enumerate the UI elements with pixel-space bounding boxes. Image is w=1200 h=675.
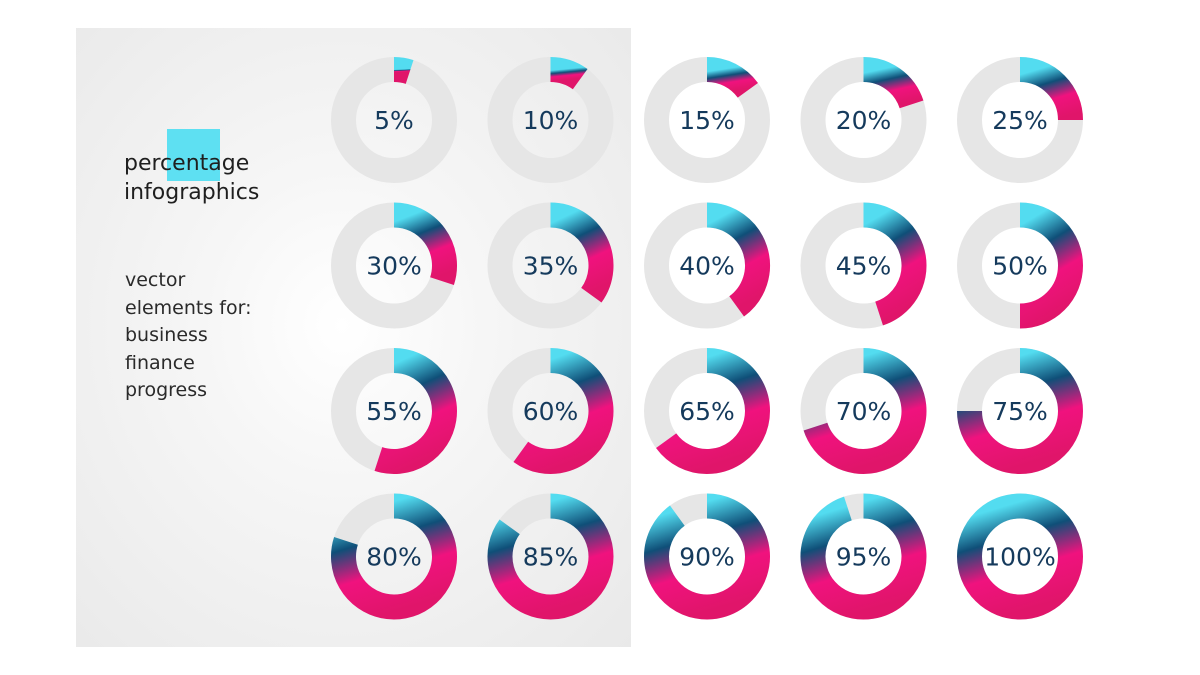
subtitle-line: vector xyxy=(125,269,186,291)
donut-value-arc xyxy=(800,493,927,620)
donut-30: 30% xyxy=(331,202,457,329)
accent-square xyxy=(167,129,220,181)
donut-label: 55% xyxy=(366,397,422,426)
donut-90: 90% xyxy=(644,493,770,620)
title-line: infographics xyxy=(124,180,260,205)
donut-label: 20% xyxy=(836,106,892,135)
subtitle-line: finance xyxy=(125,351,195,374)
donut-value-arc xyxy=(487,493,614,620)
donut-55: 55% xyxy=(331,348,457,474)
donut-value-arc xyxy=(644,493,770,620)
donut-20: 20% xyxy=(800,57,927,183)
donut-label: 45% xyxy=(836,252,892,281)
donut-label: 90% xyxy=(679,543,735,572)
donut-label: 95% xyxy=(836,543,892,572)
donut-label: 15% xyxy=(679,106,735,135)
donut-value-arc xyxy=(549,57,588,90)
subtitle-line: elements for: xyxy=(125,296,252,319)
donut-label: 40% xyxy=(679,252,735,281)
donut-35: 35% xyxy=(487,202,614,329)
donut-value-arc xyxy=(1019,202,1083,329)
donut-label: 85% xyxy=(523,543,579,572)
donut-25: 25% xyxy=(957,57,1083,183)
donut-label: 100% xyxy=(984,543,1055,572)
donut-5: 5% xyxy=(331,56,457,183)
donut-label: 75% xyxy=(992,397,1048,426)
donut-65: 65% xyxy=(644,348,770,474)
title: percentage infographics xyxy=(124,149,259,207)
donut-label: 70% xyxy=(836,397,892,426)
donut-label: 25% xyxy=(992,106,1048,135)
subtitle-line: progress xyxy=(125,379,208,401)
donut-15: 15% xyxy=(644,57,770,183)
donut-label: 10% xyxy=(523,106,579,135)
donut-value-arc xyxy=(393,56,414,84)
donut-85: 85% xyxy=(487,493,614,620)
donut-label: 50% xyxy=(992,252,1048,281)
donut-value-arc xyxy=(1019,57,1083,121)
donut-value-arc xyxy=(374,348,457,474)
donut-10: 10% xyxy=(487,57,614,183)
donut-value-arc xyxy=(513,348,614,474)
donut-value-arc xyxy=(706,202,770,317)
donut-value-arc xyxy=(656,348,770,474)
title-line: percentage xyxy=(124,151,250,176)
donut-label: 60% xyxy=(523,397,579,426)
donut-95: 95% xyxy=(800,493,927,620)
donut-value-arc xyxy=(549,202,614,303)
donut-value-arc xyxy=(957,348,1083,474)
donut-label: 30% xyxy=(366,252,422,281)
donut-value-arc xyxy=(393,202,457,285)
donut-label: 35% xyxy=(523,252,579,281)
donut-label: 80% xyxy=(366,543,422,572)
subtitle-line: business xyxy=(125,324,208,346)
donut-40: 40% xyxy=(644,202,770,329)
donut-value-arc xyxy=(957,493,1083,620)
donut-label: 5% xyxy=(374,106,414,135)
donut-label: 65% xyxy=(679,397,735,426)
donut-value-arc xyxy=(803,348,927,474)
donut-75: 75% xyxy=(957,348,1083,474)
donut-70: 70% xyxy=(800,348,927,474)
donut-60: 60% xyxy=(487,348,614,474)
donut-value-arc xyxy=(862,57,924,109)
donut-value-arc xyxy=(862,202,927,326)
subtitle: vector elements for: business finance pr… xyxy=(125,267,251,405)
donut-value-arc xyxy=(331,493,457,620)
donut-80: 80% xyxy=(331,493,457,620)
donut-45: 45% xyxy=(800,202,927,329)
donut-value-arc xyxy=(706,57,758,99)
donut-100: 100% xyxy=(957,493,1083,620)
donut-50: 50% xyxy=(957,202,1083,329)
